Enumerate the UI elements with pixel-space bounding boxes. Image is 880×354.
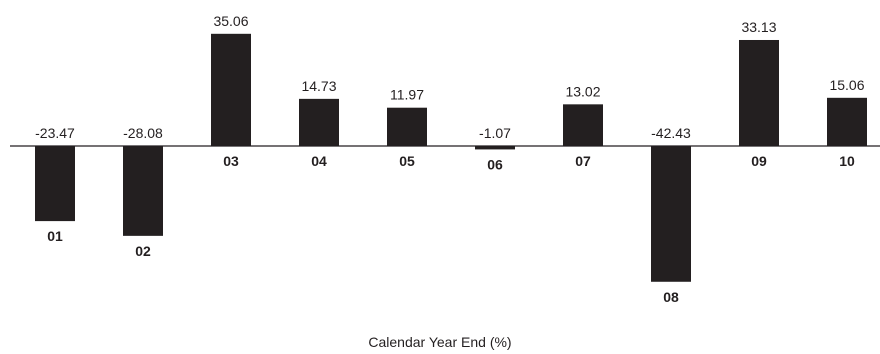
value-label-09: 33.13 — [741, 19, 776, 35]
category-label-04: 04 — [311, 153, 327, 169]
bars-layer — [35, 33, 867, 282]
value-label-02: -28.08 — [123, 125, 163, 141]
category-label-08: 08 — [663, 289, 679, 305]
category-label-01: 01 — [47, 228, 63, 244]
category-label-10: 10 — [839, 153, 855, 169]
category-label-05: 05 — [399, 153, 415, 169]
bar-02 — [123, 146, 163, 236]
value-label-01: -23.47 — [35, 125, 75, 141]
value-label-10: 15.06 — [829, 77, 864, 93]
category-label-07: 07 — [575, 153, 591, 169]
bar-06 — [475, 146, 515, 150]
category-label-09: 09 — [751, 153, 767, 169]
bar-01 — [35, 146, 75, 222]
bar-09 — [739, 39, 779, 146]
bar-03 — [211, 33, 251, 146]
value-label-08: -42.43 — [651, 125, 691, 141]
bar-07 — [563, 104, 603, 146]
bar-08 — [651, 146, 691, 282]
bar-10 — [827, 97, 867, 146]
value-label-04: 14.73 — [301, 78, 336, 94]
category-label-03: 03 — [223, 153, 239, 169]
category-label-06: 06 — [487, 156, 503, 172]
value-label-06: -1.07 — [479, 125, 511, 141]
category-label-02: 02 — [135, 243, 151, 259]
bar-04 — [299, 98, 339, 146]
labels-layer: -23.47 01 -28.08 02 35.06 03 14.73 04 11.97 05 -1.… — [35, 13, 865, 305]
value-label-07: 13.02 — [565, 83, 600, 99]
bar-05 — [387, 107, 427, 146]
x-axis-title: Calendar Year End (%) — [368, 334, 512, 350]
value-label-03: 35.06 — [213, 13, 248, 29]
value-label-05: 11.97 — [390, 87, 424, 103]
